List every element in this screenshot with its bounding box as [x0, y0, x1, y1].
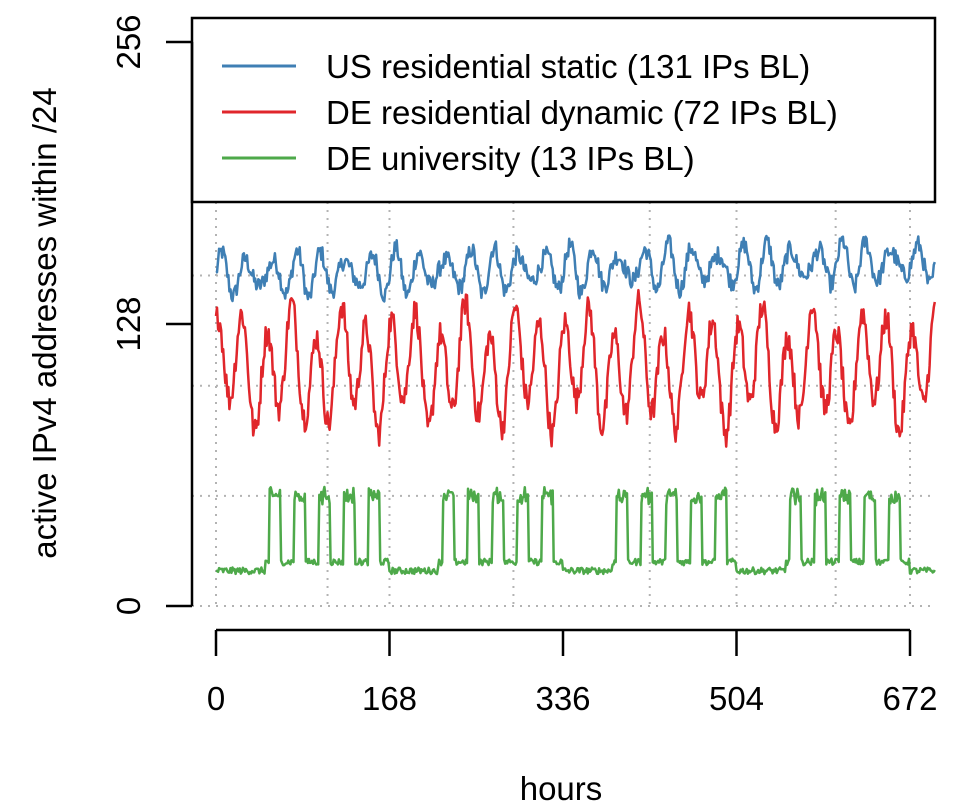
series-lines	[214, 234, 937, 576]
x-axis-title: hours	[520, 770, 603, 805]
series-line-de-university	[215, 485, 936, 576]
legend: US residential static (131 IPs BL) DE re…	[190, 16, 937, 204]
series-line-us-static	[215, 234, 936, 303]
y-tick-label-0: 0	[110, 597, 147, 615]
legend-label-de-university: DE university (13 IPs BL)	[326, 140, 695, 177]
legend-label-de-dynamic: DE residential dynamic (72 IPs BL)	[326, 94, 838, 131]
y-tick-label-128: 128	[110, 296, 147, 351]
x-tick-label-504: 504	[709, 680, 764, 717]
x-axis: 0 168 336 504 672 hours	[207, 628, 938, 805]
x-tick-label-0: 0	[207, 680, 225, 717]
legend-label-us-static: US residential static (131 IPs BL)	[326, 48, 810, 85]
series-line-de-dynamic	[214, 288, 937, 448]
x-tick-label-168: 168	[362, 680, 417, 717]
y-axis-title: active IPv4 addresses within /24	[26, 87, 63, 558]
x-tick-label-672: 672	[882, 680, 937, 717]
y-tick-label-256: 256	[110, 14, 147, 69]
y-axis: 0 128 256 active IPv4 addresses within /…	[26, 14, 194, 615]
x-tick-label-336: 336	[535, 680, 590, 717]
legend-box	[190, 16, 937, 204]
